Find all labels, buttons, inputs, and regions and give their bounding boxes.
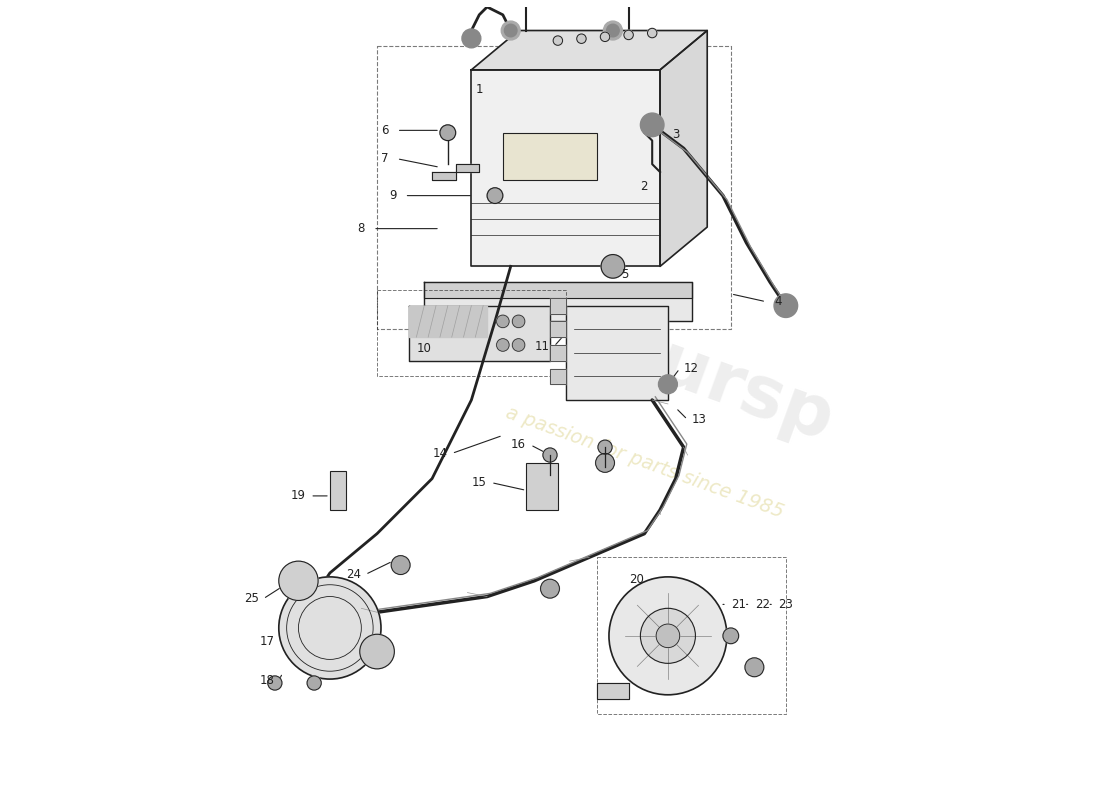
Circle shape — [487, 188, 503, 203]
Bar — [550, 345, 565, 361]
Text: 23: 23 — [779, 598, 793, 611]
Text: 12: 12 — [684, 362, 699, 375]
Bar — [550, 369, 565, 384]
Circle shape — [502, 21, 520, 40]
Circle shape — [640, 113, 664, 137]
Bar — [527, 463, 558, 510]
Text: a passion for parts since 1985: a passion for parts since 1985 — [503, 403, 786, 522]
Bar — [550, 298, 565, 314]
Circle shape — [598, 440, 612, 454]
Text: 11: 11 — [535, 340, 550, 353]
Circle shape — [540, 579, 560, 598]
Text: 19: 19 — [290, 490, 306, 502]
Circle shape — [606, 24, 619, 37]
Polygon shape — [425, 282, 692, 322]
Circle shape — [774, 294, 798, 318]
Polygon shape — [660, 30, 707, 266]
Text: 4: 4 — [774, 295, 782, 308]
FancyBboxPatch shape — [503, 133, 597, 180]
Circle shape — [624, 30, 634, 40]
Text: 7: 7 — [382, 152, 388, 165]
Polygon shape — [472, 30, 707, 70]
Circle shape — [745, 658, 763, 677]
Text: 18: 18 — [260, 674, 274, 687]
Text: 2: 2 — [640, 180, 648, 193]
Circle shape — [640, 608, 695, 663]
Circle shape — [659, 375, 678, 394]
Bar — [550, 322, 565, 337]
Circle shape — [595, 454, 615, 472]
Text: 24: 24 — [346, 568, 361, 581]
Circle shape — [513, 315, 525, 328]
Text: 3: 3 — [672, 128, 680, 141]
Circle shape — [723, 628, 739, 644]
Circle shape — [307, 676, 321, 690]
Text: 22: 22 — [755, 598, 770, 611]
Circle shape — [601, 32, 609, 42]
Polygon shape — [432, 164, 480, 180]
Circle shape — [576, 34, 586, 43]
Text: eursp: eursp — [603, 312, 844, 456]
Circle shape — [601, 254, 625, 278]
Circle shape — [505, 24, 517, 37]
Circle shape — [392, 556, 410, 574]
Circle shape — [278, 561, 318, 601]
Circle shape — [496, 315, 509, 328]
Circle shape — [553, 36, 562, 46]
Circle shape — [496, 338, 509, 351]
Circle shape — [609, 577, 727, 694]
Text: 9: 9 — [389, 189, 396, 202]
Bar — [550, 369, 565, 384]
Circle shape — [513, 338, 525, 351]
Polygon shape — [472, 70, 660, 266]
Text: 25: 25 — [244, 592, 258, 606]
Bar — [550, 298, 565, 314]
Bar — [550, 345, 565, 361]
Circle shape — [360, 634, 395, 669]
Text: 20: 20 — [629, 573, 644, 586]
Circle shape — [462, 29, 481, 48]
Polygon shape — [597, 683, 628, 698]
Circle shape — [648, 28, 657, 38]
Text: 17: 17 — [260, 635, 275, 648]
Text: 5: 5 — [621, 268, 628, 281]
Text: 8: 8 — [358, 222, 365, 235]
Text: 16: 16 — [512, 438, 526, 451]
Text: 14: 14 — [432, 447, 448, 460]
Polygon shape — [425, 282, 692, 298]
Circle shape — [440, 125, 455, 141]
Text: 15: 15 — [472, 476, 486, 489]
Circle shape — [604, 21, 623, 40]
Bar — [330, 470, 345, 510]
Bar — [408, 306, 487, 337]
Text: 21: 21 — [732, 598, 746, 611]
Polygon shape — [565, 306, 668, 400]
Polygon shape — [408, 306, 550, 361]
Circle shape — [656, 624, 680, 648]
Text: 6: 6 — [382, 124, 388, 137]
Text: 1: 1 — [475, 83, 483, 96]
Bar — [550, 322, 565, 337]
Text: 10: 10 — [417, 342, 431, 355]
Circle shape — [543, 448, 557, 462]
Text: 13: 13 — [692, 413, 707, 426]
Circle shape — [267, 676, 282, 690]
Circle shape — [278, 577, 381, 679]
